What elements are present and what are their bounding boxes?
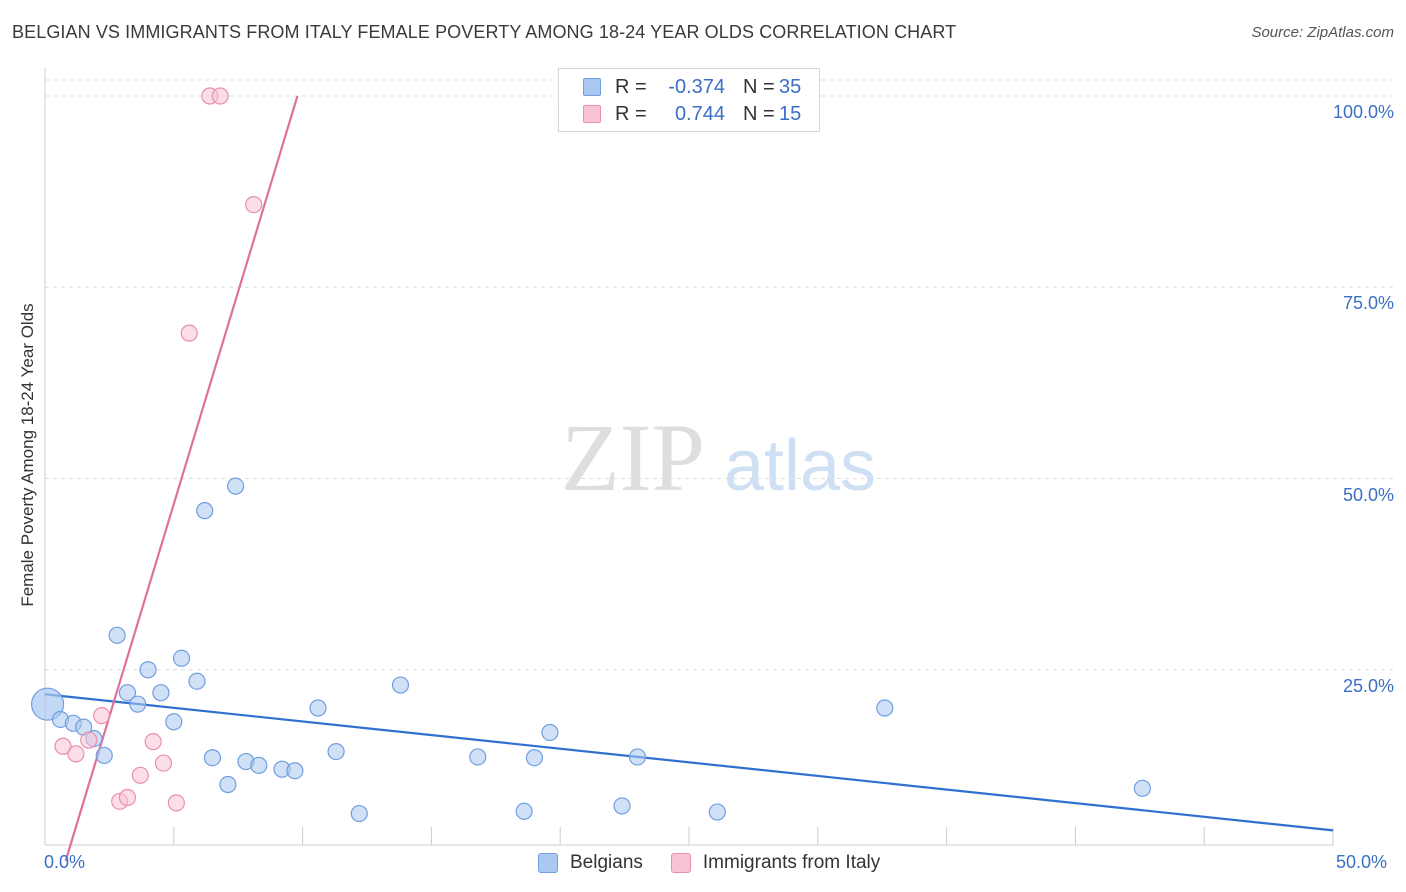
n-label: N = [743, 102, 775, 125]
point-italy [245, 196, 263, 214]
trend-line-italy [64, 95, 299, 862]
x-tick-label-max: 50.0% [1336, 852, 1388, 872]
point-belgians [350, 804, 368, 823]
legend-swatch-italy [583, 105, 601, 123]
point-italy [80, 731, 98, 749]
point-belgians [541, 723, 559, 742]
y-tick-label: 50.0% [1342, 484, 1394, 505]
r-value-belgians: -0.374 [668, 75, 725, 98]
point-italy [154, 754, 173, 772]
point-italy [118, 788, 137, 807]
r-label: R = [615, 102, 647, 125]
legend-label-belgians: Belgians [570, 852, 643, 873]
legend-item-italy[interactable]: Immigrants from Italy [670, 852, 881, 874]
point-belgians [708, 803, 726, 821]
point-belgians [1133, 779, 1151, 797]
y-axis-label: Female Poverty Among 18-24 Year Olds [18, 303, 37, 607]
y-tick-label: 100.0% [1332, 102, 1394, 122]
point-belgians [628, 748, 647, 766]
point-belgians [286, 762, 304, 780]
point-belgians [309, 699, 327, 717]
grid-lines [45, 79, 1393, 671]
legend-item-belgians[interactable]: Belgians [538, 852, 643, 874]
legend-row-italy: R = 0.744 N = 15 [583, 101, 801, 127]
point-belgians [152, 684, 170, 702]
legend-label-italy: Immigrants from Italy [702, 852, 881, 873]
trend-line-belgians [44, 693, 1334, 832]
point-italy [167, 794, 185, 812]
point-belgians [525, 749, 544, 767]
trend-lines [44, 95, 1334, 862]
point-belgians [515, 802, 533, 820]
watermark-atlas: atlas [724, 426, 876, 506]
point-belgians [188, 672, 206, 690]
point-belgians [118, 684, 137, 702]
point-belgians [469, 748, 487, 766]
y-tick-label: 75.0% [1342, 293, 1394, 314]
point-belgians [95, 746, 113, 765]
n-label: N = [743, 75, 775, 98]
x-tick-label-min: 0.0% [44, 852, 86, 872]
point-italy [144, 733, 162, 751]
series-legend: Belgians Immigrants from Italy [538, 852, 908, 874]
point-italy [211, 87, 229, 105]
point-belgians [391, 676, 410, 694]
legend-swatch-belgians [538, 853, 558, 873]
point-belgians [227, 477, 245, 495]
point-belgians [219, 775, 237, 794]
point-belgians [172, 649, 191, 667]
n-value-belgians: 35 [779, 75, 802, 98]
point-belgians [129, 695, 147, 713]
point-belgians [203, 749, 222, 767]
watermark: ZIP atlas [561, 404, 876, 511]
point-belgians [30, 687, 65, 721]
legend-swatch-belgians [583, 78, 601, 96]
legend-swatch-italy [670, 853, 691, 873]
watermark-zip: ZIP [561, 404, 705, 511]
n-value-italy: 15 [779, 102, 802, 125]
point-italy [93, 707, 111, 725]
r-value-italy: 0.744 [674, 102, 725, 125]
source-credit: Source: ZipAtlas.com [1251, 24, 1394, 41]
point-belgians [139, 661, 157, 679]
point-italy [180, 324, 198, 342]
point-belgians [196, 502, 214, 520]
point-belgians [108, 626, 126, 644]
point-italy [131, 766, 149, 784]
point-italy [67, 745, 85, 763]
r-label: R = [615, 75, 647, 98]
point-belgians [250, 756, 268, 774]
chart-title: BELGIAN VS IMMIGRANTS FROM ITALY FEMALE … [12, 22, 957, 42]
data-points [30, 87, 1151, 823]
legend-row-belgians: R = -0.374 N = 35 [583, 74, 801, 100]
point-belgians [613, 797, 631, 815]
y-tick-label: 25.0% [1342, 675, 1394, 696]
point-belgians [327, 743, 345, 761]
point-belgians [876, 699, 894, 717]
point-italy [54, 737, 72, 755]
point-belgians [165, 713, 183, 731]
correlation-legend: R = -0.374 N = 35 R = 0.744 N = 15 [558, 68, 820, 132]
